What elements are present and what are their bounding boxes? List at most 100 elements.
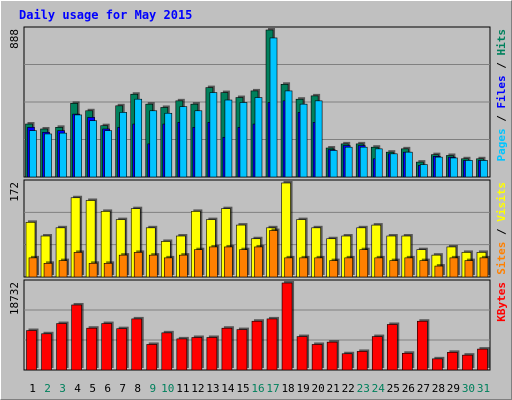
max-label-middle: 172 bbox=[8, 182, 21, 202]
day-label: 25 bbox=[387, 382, 400, 395]
day-label: 16 bbox=[251, 382, 264, 395]
bar-kbytes bbox=[356, 351, 368, 371]
bar-kbytes bbox=[101, 323, 112, 371]
bar-sites bbox=[179, 254, 188, 278]
bar-kbytes bbox=[326, 341, 338, 371]
bar-pages bbox=[435, 156, 443, 178]
bar-pages bbox=[104, 130, 112, 178]
bar-pages bbox=[59, 132, 67, 178]
bar-kbytes bbox=[221, 327, 233, 371]
bar-pages bbox=[44, 133, 52, 178]
bar-pages bbox=[209, 92, 218, 178]
bar-kbytes bbox=[71, 304, 82, 371]
bar-kbytes bbox=[462, 354, 473, 371]
bar-sites bbox=[148, 254, 158, 278]
legend-sites: Sites bbox=[495, 242, 508, 275]
bar-sites bbox=[284, 257, 293, 278]
day-label: 7 bbox=[119, 382, 126, 395]
bar-pages bbox=[194, 110, 203, 178]
panel-middle: 172 Sites / Visits bbox=[8, 179, 508, 278]
bar-sites bbox=[389, 260, 399, 278]
bar-sites bbox=[314, 257, 323, 278]
bar-sites bbox=[344, 257, 353, 278]
day-label: 27 bbox=[417, 382, 430, 395]
bar-pages bbox=[89, 120, 97, 178]
bar-sites bbox=[73, 252, 83, 278]
bar-kbytes bbox=[432, 358, 443, 371]
day-label: 18 bbox=[281, 382, 294, 395]
bar-sites bbox=[359, 249, 369, 278]
bar-sites bbox=[254, 246, 263, 278]
panel-top: 888 Pages / Files / Hits bbox=[8, 26, 508, 178]
bar-sites bbox=[449, 257, 459, 278]
legend-bottom: KBytes bbox=[495, 282, 508, 322]
bar-pages bbox=[119, 112, 127, 178]
day-label: 29 bbox=[447, 382, 460, 395]
bar-pages bbox=[134, 98, 143, 178]
bar-pages bbox=[420, 164, 428, 178]
bar-pages bbox=[179, 106, 188, 178]
bar-kbytes bbox=[447, 352, 458, 371]
bar-kbytes bbox=[26, 330, 37, 371]
day-label: 23 bbox=[357, 382, 370, 395]
day-label: 13 bbox=[206, 382, 219, 395]
bar-sites bbox=[419, 260, 429, 278]
bar-kbytes bbox=[341, 353, 353, 371]
bar-pages bbox=[480, 160, 488, 178]
legend-separator: / bbox=[495, 56, 508, 76]
day-label: 2 bbox=[44, 382, 51, 395]
bar-sites bbox=[329, 260, 338, 278]
bar-kbytes bbox=[402, 352, 413, 371]
bar-kbytes bbox=[131, 318, 143, 371]
legend-separator: / bbox=[495, 222, 508, 242]
bar-kbytes bbox=[296, 336, 308, 371]
bar-pages bbox=[314, 100, 323, 178]
bar-pages bbox=[269, 37, 278, 178]
bar-pages bbox=[389, 153, 398, 178]
day-label: 28 bbox=[432, 382, 445, 395]
bar-pages bbox=[405, 151, 413, 178]
chart-title: Daily usage for May 2015 bbox=[19, 8, 192, 22]
bar-sites bbox=[118, 254, 128, 278]
bar-pages bbox=[374, 148, 383, 178]
day-label: 15 bbox=[236, 382, 249, 395]
day-label: 26 bbox=[402, 382, 415, 395]
bar-kbytes bbox=[251, 320, 263, 371]
bar-pages bbox=[224, 99, 233, 178]
day-label: 14 bbox=[221, 382, 235, 395]
bar-kbytes bbox=[236, 329, 248, 371]
bar-sites bbox=[404, 257, 414, 278]
bar-sites bbox=[269, 230, 278, 278]
bar-pages bbox=[465, 160, 473, 178]
bar-sites bbox=[479, 257, 489, 278]
day-label: 24 bbox=[372, 382, 386, 395]
bar-kbytes bbox=[371, 336, 383, 371]
bar-sites bbox=[58, 260, 68, 278]
bar-kbytes bbox=[56, 323, 67, 371]
day-label: 11 bbox=[176, 382, 189, 395]
bar-sites bbox=[103, 263, 113, 278]
bar-sites bbox=[133, 252, 143, 278]
bar-sites bbox=[194, 249, 203, 278]
bar-kbytes bbox=[281, 282, 293, 371]
bar-sites bbox=[239, 249, 248, 278]
bar-kbytes bbox=[116, 328, 127, 371]
bar-kbytes bbox=[146, 344, 158, 371]
panel-bottom: 18732 KBytes bbox=[8, 279, 508, 371]
bar-kbytes bbox=[386, 324, 398, 371]
legend-hits: Hits bbox=[495, 29, 508, 56]
day-label: 3 bbox=[59, 382, 66, 395]
legend-pages: Pages bbox=[495, 128, 508, 161]
bar-kbytes bbox=[191, 337, 203, 371]
bar-kbytes bbox=[86, 327, 97, 371]
bar-sites bbox=[434, 265, 444, 278]
day-label: 19 bbox=[296, 382, 309, 395]
bar-pages bbox=[149, 110, 158, 178]
bar-pages bbox=[254, 97, 263, 178]
bar-sites bbox=[299, 257, 308, 278]
day-label: 12 bbox=[191, 382, 204, 395]
day-label: 17 bbox=[266, 382, 279, 395]
legend-separator: / bbox=[495, 109, 508, 129]
bar-pages bbox=[329, 150, 338, 178]
